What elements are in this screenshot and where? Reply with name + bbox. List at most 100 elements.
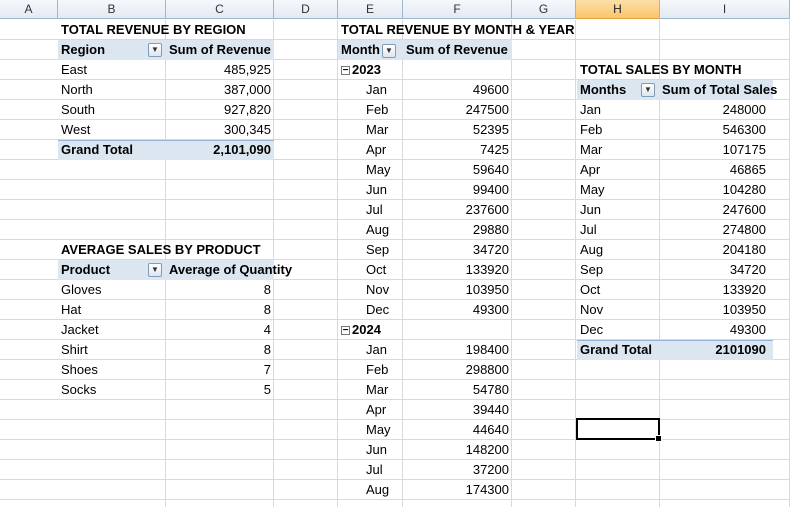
row-value: 8 (263, 302, 271, 317)
row-value: 927,820 (224, 102, 271, 117)
gridline (0, 319, 790, 320)
column-header-b[interactable]: B (58, 0, 166, 19)
dropdown-arrow-icon[interactable]: ▼ (641, 83, 655, 97)
row-value: 133920 (722, 282, 766, 297)
month-year-pivot-header-bar (338, 40, 512, 60)
month-value: 174300 (465, 482, 509, 497)
month-value: 7425 (480, 142, 509, 157)
gridline (0, 239, 790, 240)
month-label: Oct (366, 262, 387, 277)
month-header-label: Month (341, 42, 380, 57)
row-label: Socks (61, 382, 97, 397)
gridline (0, 339, 790, 340)
month-label: Apr (366, 402, 387, 417)
product-pivot-value-header: Average of Quantity (169, 262, 293, 277)
gridline (0, 299, 790, 300)
row-value: 7 (263, 362, 271, 377)
row-value: 248000 (722, 102, 766, 117)
month-label: Jul (366, 202, 383, 217)
row-label: Sep (580, 262, 604, 277)
year-group-row[interactable]: −2024 (338, 320, 512, 340)
row-label: Aug (580, 242, 604, 257)
product-pivot-row-header[interactable]: Product ▼ (58, 260, 166, 280)
column-header-h[interactable]: H (576, 0, 660, 19)
column-header-c[interactable]: C (166, 0, 274, 19)
column-header-e[interactable]: E (338, 0, 403, 19)
gridline (0, 199, 790, 200)
row-value: 485,925 (224, 62, 271, 77)
month-value: 49300 (472, 302, 509, 317)
month-value: 103950 (465, 282, 509, 297)
row-label: Shoes (61, 362, 98, 377)
month-pivot-total-bar (577, 340, 773, 360)
gridline (402, 20, 403, 507)
row-label: North (61, 82, 93, 97)
month-value: 148200 (465, 442, 509, 457)
row-label: Hat (61, 302, 82, 317)
region-header-label: Region (61, 42, 106, 57)
row-label: Jacket (61, 322, 99, 337)
dropdown-arrow-icon[interactable]: ▼ (148, 263, 162, 277)
month-label: Aug (366, 482, 390, 497)
month-value: 54780 (472, 382, 509, 397)
column-header-i[interactable]: I (660, 0, 790, 19)
region-pivot-value-header: Sum of Revenue (169, 42, 271, 57)
month-year-pivot-value-header: Sum of Revenue (406, 42, 508, 57)
month-total-label: Grand Total (580, 342, 652, 357)
month-pivot-header-bar (577, 80, 773, 100)
row-value: 8 (263, 342, 271, 357)
gridline (0, 119, 790, 120)
month-label: Jul (366, 462, 383, 477)
month-label: Feb (366, 102, 389, 117)
gridline (0, 219, 790, 220)
region-total-label: Grand Total (61, 142, 133, 157)
month-label: May (366, 422, 391, 437)
month-pivot-row-header[interactable]: Months ▼ (577, 80, 659, 100)
row-value: 247600 (722, 202, 766, 217)
row-label: Shirt (61, 342, 88, 357)
year-group-row[interactable]: −2023 (338, 60, 512, 80)
month-year-pivot-row-header[interactable]: Month ▼ (338, 40, 406, 60)
month-label: Dec (366, 302, 390, 317)
product-pivot-header-bar (58, 260, 274, 280)
month-label: Sep (366, 242, 390, 257)
row-value: 204180 (722, 242, 766, 257)
row-value: 5 (263, 382, 271, 397)
month-label: Aug (366, 222, 390, 237)
gridline (0, 259, 790, 260)
month-label: May (366, 162, 391, 177)
row-value: 387,000 (224, 82, 271, 97)
row-value: 300,345 (224, 122, 271, 137)
row-label: Jan (580, 102, 601, 117)
month-value: 52395 (472, 122, 509, 137)
year-label: 2024 (352, 322, 381, 337)
region-pivot-total-bar (58, 140, 274, 160)
product-pivot-title: AVERAGE SALES BY PRODUCT (61, 242, 261, 257)
active-cell-selection[interactable] (576, 418, 662, 442)
column-header-g[interactable]: G (512, 0, 576, 19)
row-label: Feb (580, 122, 603, 137)
collapse-minus-icon[interactable]: − (341, 65, 350, 77)
gridline (0, 359, 790, 360)
gridline (0, 179, 790, 180)
month-value: 198400 (465, 342, 509, 357)
dropdown-arrow-icon[interactable]: ▼ (381, 43, 396, 58)
row-label: South (61, 102, 95, 117)
month-label: Jun (366, 442, 387, 457)
gridline (0, 279, 790, 280)
gridline (0, 39, 790, 40)
row-label: Jul (580, 222, 597, 237)
column-header-a[interactable]: A (0, 0, 58, 19)
month-pivot-value-header: Sum of Total Sales (662, 82, 778, 97)
month-label: Nov (366, 282, 390, 297)
month-label: Jan (366, 82, 387, 97)
region-pivot-row-header[interactable]: Region ▼ (58, 40, 166, 60)
row-value: 546300 (722, 122, 766, 137)
row-value: 49300 (729, 322, 766, 337)
dropdown-arrow-icon[interactable]: ▼ (148, 43, 162, 57)
column-header-f[interactable]: F (403, 0, 512, 19)
column-header-d[interactable]: D (274, 0, 338, 19)
collapse-minus-icon[interactable]: − (341, 325, 350, 337)
row-label: Apr (580, 162, 601, 177)
